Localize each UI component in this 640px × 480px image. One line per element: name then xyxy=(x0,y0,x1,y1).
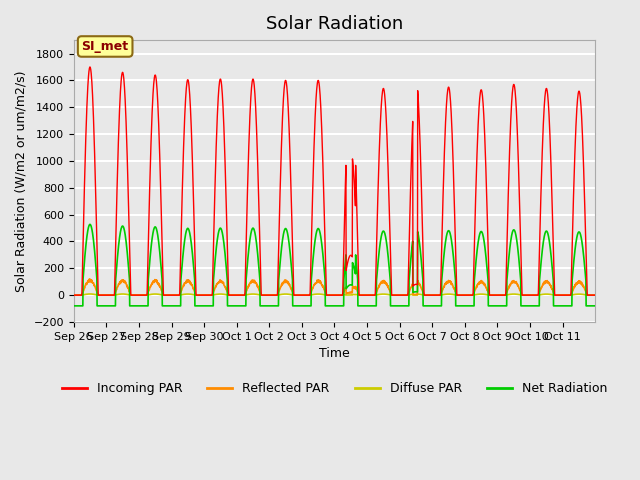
Text: SI_met: SI_met xyxy=(81,40,129,53)
Legend: Incoming PAR, Reflected PAR, Diffuse PAR, Net Radiation: Incoming PAR, Reflected PAR, Diffuse PAR… xyxy=(57,377,612,400)
Title: Solar Radiation: Solar Radiation xyxy=(266,15,403,33)
X-axis label: Time: Time xyxy=(319,347,350,360)
Y-axis label: Solar Radiation (W/m2 or um/m2/s): Solar Radiation (W/m2 or um/m2/s) xyxy=(15,70,28,292)
